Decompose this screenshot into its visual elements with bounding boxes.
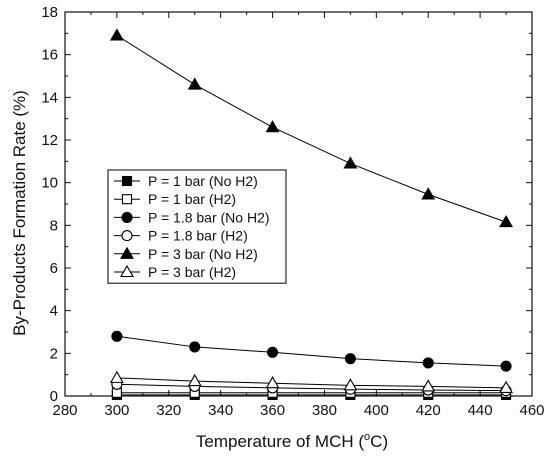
data-point — [111, 330, 123, 342]
x-tick-label: 440 — [468, 402, 493, 419]
series-line — [116, 377, 507, 389]
x-tick-label: 320 — [156, 402, 181, 419]
y-tick-label: 2 — [50, 345, 58, 362]
legend-box — [107, 169, 287, 284]
data-point — [109, 370, 124, 383]
series-line — [116, 383, 507, 392]
data-point — [343, 156, 358, 169]
data-point — [499, 380, 514, 393]
data-point — [343, 378, 358, 391]
legend-marker — [120, 246, 134, 259]
series-line — [116, 35, 507, 223]
data-point — [109, 28, 124, 41]
data-point — [265, 376, 280, 389]
y-tick-label: 4 — [50, 303, 58, 320]
legend-label: P = 1.8 bar (H2) — [148, 228, 248, 244]
legend-item: P = 3 bar (H2) — [114, 264, 236, 280]
data-point — [267, 346, 279, 358]
series — [109, 28, 514, 400]
y-tick-label: 8 — [50, 217, 58, 234]
legend-label: P = 3 bar (No H2) — [148, 246, 258, 262]
legend-label: P = 1 bar (H2) — [148, 191, 236, 207]
legend-item: P = 1.8 bar (H2) — [114, 228, 248, 244]
data-point — [421, 379, 436, 392]
data-point — [422, 357, 434, 369]
data-point — [421, 187, 436, 200]
series-1 — [111, 389, 512, 400]
y-tick-label: 10 — [41, 175, 58, 192]
y-tick-label: 6 — [50, 260, 58, 277]
x-tick-label: 400 — [364, 402, 389, 419]
legend-item: P = 1 bar (No H2) — [114, 173, 258, 189]
data-point — [344, 353, 356, 365]
legend-label: P = 3 bar (H2) — [148, 264, 236, 280]
y-tick-label: 14 — [41, 89, 58, 106]
legend-label: P = 1 bar (No H2) — [148, 173, 258, 189]
data-point — [265, 120, 280, 133]
x-tick-label: 340 — [208, 402, 233, 419]
legend-marker — [120, 264, 134, 278]
x-tick-label: 460 — [519, 402, 544, 419]
axis-ticks: 280 300 320 340 360 380 400 420 440 460 0 2 4 6 8 10 12 1… — [41, 4, 544, 419]
data-point — [187, 77, 202, 90]
data-point — [187, 373, 202, 387]
x-axis-title: Temperature of MCH (oC) — [196, 431, 388, 451]
series-3 — [111, 330, 512, 372]
data-point — [500, 360, 512, 372]
x-tick-label: 420 — [416, 402, 441, 419]
y-tick-label: 0 — [50, 388, 58, 405]
legend-item: P = 1 bar (H2) — [114, 191, 236, 207]
legend: P = 1 bar (No H2) P = 1 bar (H2) P = 1.8 b… — [107, 169, 287, 284]
data-point — [499, 215, 514, 228]
x-tick-label: 380 — [312, 402, 337, 419]
legend-marker — [121, 175, 133, 187]
series-6 — [109, 370, 514, 393]
series-line — [116, 335, 507, 367]
series-5 — [109, 28, 514, 228]
legend-item: P = 3 bar (No H2) — [114, 246, 258, 262]
y-axis-title: By-Products Formation Rate (%) — [10, 90, 29, 336]
legend-marker — [121, 194, 133, 205]
x-tick-label: 280 — [52, 402, 77, 419]
legend-item: P = 1.8 bar (No H2) — [114, 209, 270, 225]
y-tick-label: 18 — [41, 4, 58, 21]
x-tick-label: 360 — [260, 402, 285, 419]
y-tick-label: 16 — [41, 47, 58, 64]
x-tick-label: 300 — [104, 402, 129, 419]
legend-marker — [121, 211, 133, 223]
legend-label: P = 1.8 bar (No H2) — [148, 209, 270, 225]
legend-marker — [121, 230, 133, 242]
data-point — [189, 341, 201, 353]
y-tick-label: 12 — [41, 132, 58, 149]
